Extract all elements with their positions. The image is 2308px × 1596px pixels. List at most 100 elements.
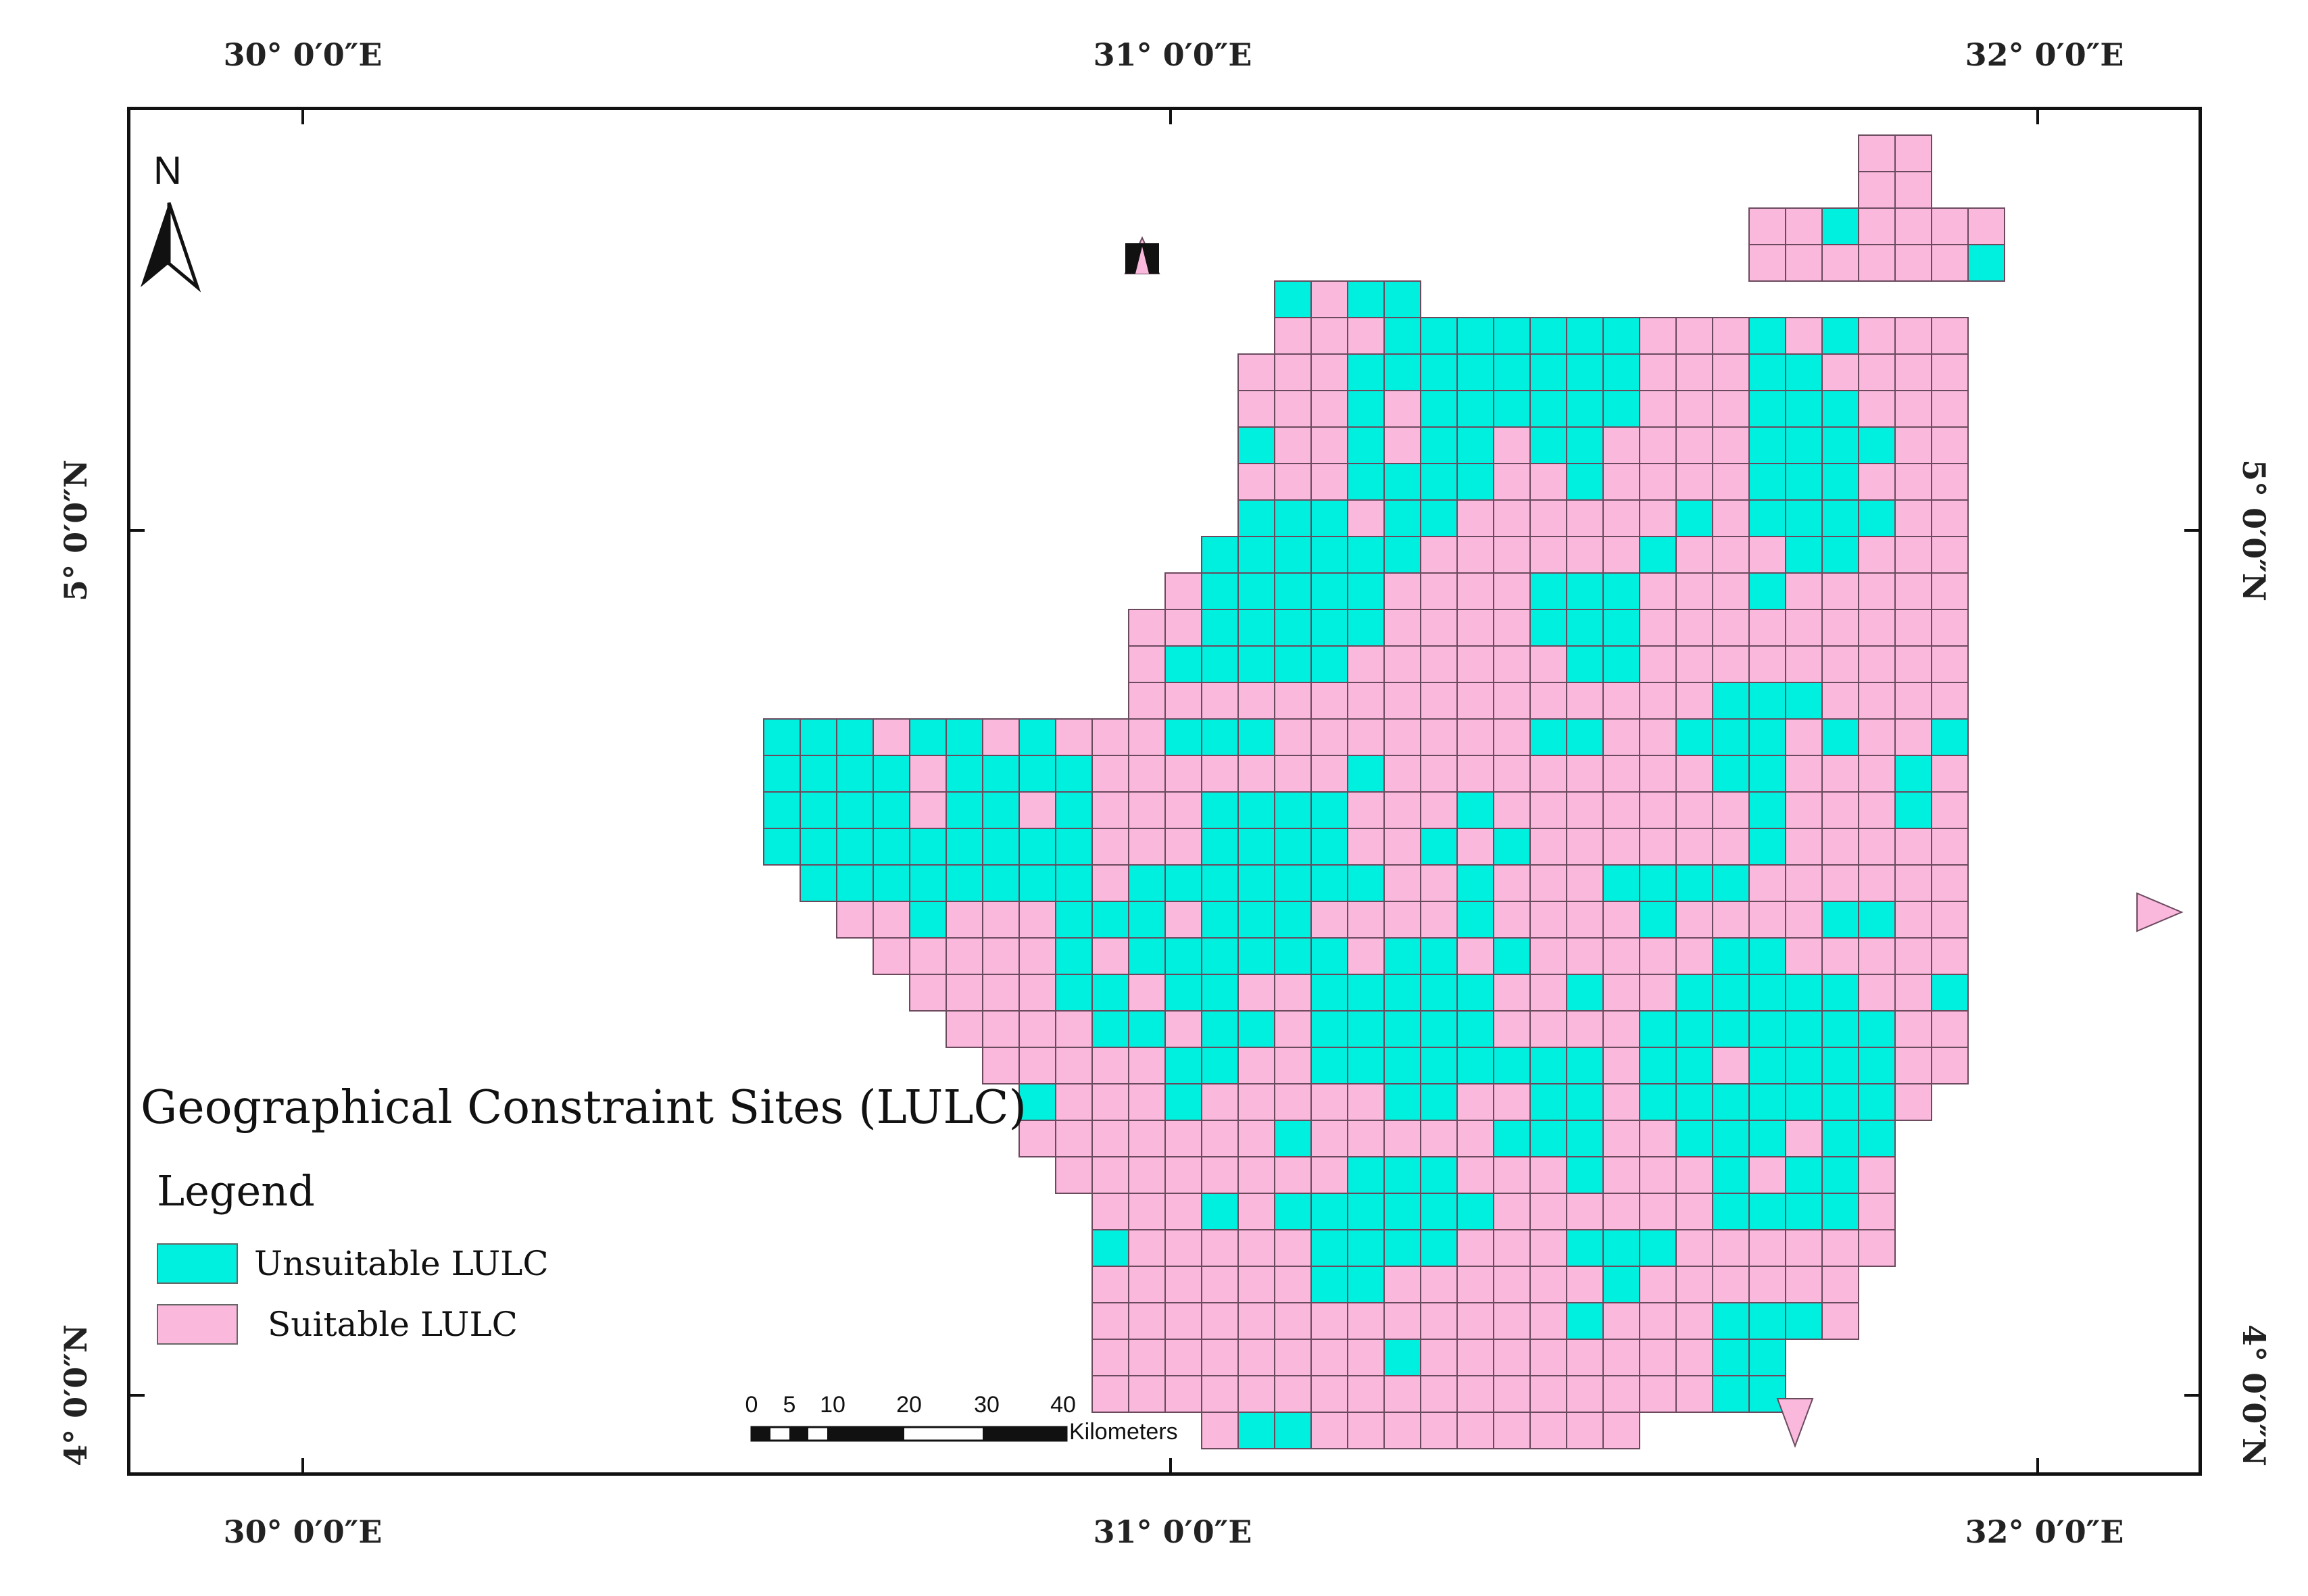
- cell-suitable: [1675, 353, 1713, 391]
- cell-suitable: [1602, 536, 1640, 574]
- cell-suitable: [1274, 1229, 1312, 1267]
- cell-unsuitable: [1201, 1047, 1239, 1084]
- cell-unsuitable: [1201, 609, 1239, 647]
- cell-suitable: [1821, 609, 1859, 647]
- cell-suitable: [1420, 1339, 1458, 1376]
- cell-unsuitable: [1712, 937, 1750, 975]
- cell-suitable: [1164, 1302, 1202, 1340]
- cell-suitable: [909, 755, 947, 793]
- cell-suitable: [1310, 463, 1348, 501]
- cell-suitable: [1602, 1156, 1640, 1194]
- cell-suitable: [836, 901, 874, 939]
- cell-suitable: [1456, 937, 1494, 975]
- cell-suitable: [1164, 1266, 1202, 1303]
- cell-suitable: [1894, 207, 1932, 245]
- cell-suitable: [1091, 1083, 1129, 1121]
- cell-suitable: [1274, 974, 1312, 1012]
- cell-suitable: [1310, 280, 1348, 318]
- cell-unsuitable: [1310, 1010, 1348, 1048]
- cell-suitable: [1821, 1266, 1859, 1303]
- cell-suitable: [982, 901, 1020, 939]
- cell-suitable: [1894, 426, 1932, 464]
- cell-suitable: [1164, 1193, 1202, 1230]
- cell-suitable: [1639, 645, 1677, 683]
- cell-unsuitable: [1018, 755, 1056, 793]
- cell-suitable: [1821, 937, 1859, 975]
- cell-suitable: [1785, 317, 1823, 355]
- cell-suitable: [1748, 207, 1786, 245]
- cell-unsuitable: [1347, 390, 1385, 428]
- cell-suitable: [1456, 1120, 1494, 1157]
- cell-unsuitable: [1858, 499, 1896, 537]
- cell-suitable: [1274, 1156, 1312, 1194]
- cell-unsuitable: [1748, 974, 1786, 1012]
- cell-suitable: [1894, 536, 1932, 574]
- cell-unsuitable: [1201, 864, 1239, 902]
- cell-suitable: [1164, 682, 1202, 720]
- cell-suitable: [1931, 536, 1969, 574]
- cell-suitable: [1091, 755, 1129, 793]
- cell-unsuitable: [1675, 718, 1713, 756]
- cell-unsuitable: [1748, 353, 1786, 391]
- cell-suitable: [1420, 901, 1458, 939]
- cell-suitable: [1675, 1266, 1713, 1303]
- cell-unsuitable: [1420, 463, 1458, 501]
- cell-unsuitable: [1237, 1010, 1275, 1048]
- cell-unsuitable: [1748, 390, 1786, 428]
- cell-suitable: [1274, 317, 1312, 355]
- cell-suitable: [1128, 609, 1166, 647]
- cell-suitable: [1128, 682, 1166, 720]
- cell-suitable: [1201, 1302, 1239, 1340]
- north-arrow-icon: N: [141, 149, 201, 293]
- cell-unsuitable: [1821, 499, 1859, 537]
- cell-unsuitable: [1748, 755, 1786, 793]
- cell-suitable: [1785, 755, 1823, 793]
- cell-unsuitable: [1347, 1047, 1385, 1084]
- cell-suitable: [1274, 1010, 1312, 1048]
- cell-suitable: [1310, 755, 1348, 793]
- cell-suitable: [1712, 1047, 1750, 1084]
- cell-suitable: [1237, 353, 1275, 391]
- cell-unsuitable: [1237, 1412, 1275, 1449]
- cell-unsuitable: [1055, 791, 1093, 829]
- cell-unsuitable: [1091, 1010, 1129, 1048]
- cell-unsuitable: [1456, 974, 1494, 1012]
- cell-suitable: [1383, 1266, 1421, 1303]
- scale-tick-5: 5: [783, 1392, 796, 1418]
- cell-suitable: [1712, 1266, 1750, 1303]
- cell-suitable: [982, 718, 1020, 756]
- cell-suitable: [1493, 901, 1531, 939]
- cell-suitable: [1347, 317, 1385, 355]
- cell-unsuitable: [909, 864, 947, 902]
- cell-unsuitable: [1055, 937, 1093, 975]
- cell-suitable: [1493, 1010, 1531, 1048]
- cell-suitable: [1821, 755, 1859, 793]
- cell-suitable: [1237, 1156, 1275, 1194]
- cell-suitable: [1091, 864, 1129, 902]
- cell-suitable: [1347, 1412, 1385, 1449]
- cell-unsuitable: [1420, 499, 1458, 537]
- cell-suitable: [1128, 1120, 1166, 1157]
- cell-suitable: [1128, 1193, 1166, 1230]
- cell-suitable: [1821, 864, 1859, 902]
- cell-suitable: [1639, 828, 1677, 866]
- cell-suitable: [1566, 1339, 1604, 1376]
- cell-unsuitable: [1785, 1156, 1823, 1194]
- cell-suitable: [982, 974, 1020, 1012]
- cell-suitable: [1420, 536, 1458, 574]
- cell-unsuitable: [1347, 1156, 1385, 1194]
- cell-suitable: [1456, 1156, 1494, 1194]
- cell-suitable: [1347, 901, 1385, 939]
- cell-unsuitable: [1675, 499, 1713, 537]
- cell-suitable: [1456, 1375, 1494, 1413]
- cell-suitable: [1237, 390, 1275, 428]
- cell-unsuitable: [1383, 1047, 1421, 1084]
- cell-suitable: [1201, 755, 1239, 793]
- cell-unsuitable: [1201, 536, 1239, 574]
- cell-unsuitable: [1493, 828, 1531, 866]
- cell-suitable: [1164, 1156, 1202, 1194]
- cell-suitable: [1639, 609, 1677, 647]
- cell-suitable: [1456, 1339, 1494, 1376]
- cell-suitable: [1858, 317, 1896, 355]
